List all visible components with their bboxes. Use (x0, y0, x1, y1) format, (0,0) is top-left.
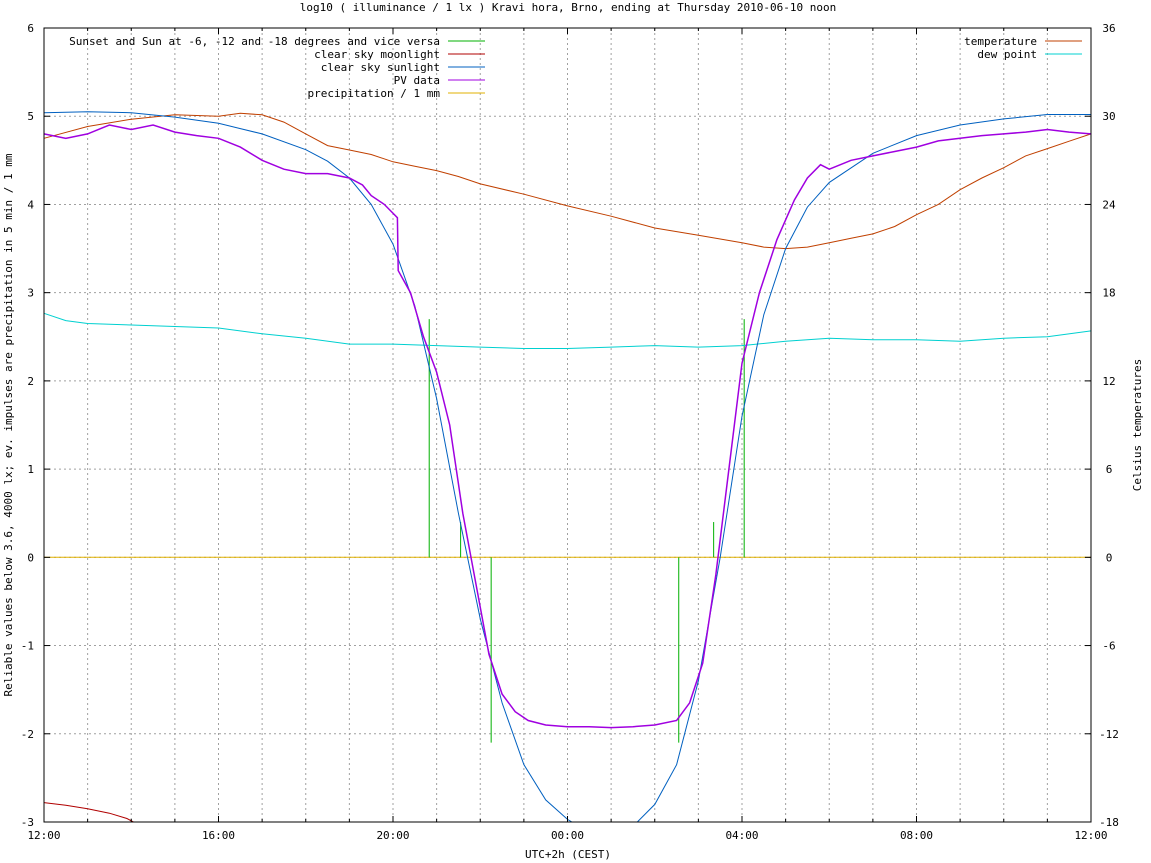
x-tick-label: 04:00 (725, 829, 758, 842)
legend-label: clear sky sunlight (321, 61, 440, 74)
y2-tick-label: -18 (1099, 816, 1119, 829)
grid (44, 28, 1091, 822)
series-pv-data (43, 124, 1092, 729)
y-tick-label: 6 (27, 22, 34, 35)
legend-label: PV data (394, 74, 440, 87)
legend-label: temperature (964, 35, 1037, 48)
y-tick-label: 1 (27, 463, 34, 476)
y2-tick-label: 12 (1102, 375, 1115, 388)
x-tick-label: 12:00 (1074, 829, 1107, 842)
y2-tick-label: -12 (1099, 728, 1119, 741)
legend: Sunset and Sun at -6, -12 and -18 degree… (69, 35, 1082, 100)
y-tick-label: 3 (27, 287, 34, 300)
y2-tick-label: 30 (1102, 110, 1115, 123)
y2-tick-label: -6 (1102, 640, 1115, 653)
y-tick-label: -2 (21, 728, 34, 741)
y2-axis-label: Celsius temperatures (1131, 359, 1144, 491)
series-clear-sky-sunlight (43, 111, 1091, 823)
legend-label: Sunset and Sun at -6, -12 and -18 degree… (69, 35, 440, 48)
x-tick-label: 08:00 (900, 829, 933, 842)
series-clear-sky-moonlight (43, 802, 134, 823)
ticks: 12:00 16:00 20:00 00:00 04:00 08:00 12:00-3-2-… (21, 22, 1119, 842)
x-tick-label: 00:00 (551, 829, 584, 842)
legend-label: clear sky moonlight (314, 48, 440, 61)
x-tick-label: 12:00 (27, 829, 60, 842)
y-tick-label: -1 (21, 640, 34, 653)
y2-tick-label: 18 (1102, 287, 1115, 300)
y-tick-label: 4 (27, 198, 34, 211)
legend-label: dew point (977, 48, 1037, 61)
x-axis-label: UTC+2h (CEST) (525, 848, 611, 861)
series-dew-point (43, 312, 1092, 349)
y2-tick-label: 6 (1106, 463, 1113, 476)
series-sunset-and-sun-at-6-12-and-18-degrees-and-vice-versa (428, 319, 745, 743)
x-tick-label: 20:00 (376, 829, 409, 842)
legend-label: precipitation / 1 mm (308, 87, 441, 100)
series-temperature (43, 112, 1092, 250)
y-tick-label: 5 (27, 110, 34, 123)
y-tick-label: 0 (27, 551, 34, 564)
chart-title: log10 ( illuminance / 1 lx ) Kravi hora,… (300, 1, 836, 14)
y2-tick-label: 36 (1102, 22, 1115, 35)
y2-tick-label: 0 (1106, 551, 1113, 564)
x-tick-label: 16:00 (202, 829, 235, 842)
y-tick-label: -3 (21, 816, 34, 829)
series-layer (43, 111, 1092, 823)
plot-frame (43, 27, 1092, 823)
y2-tick-label: 24 (1102, 198, 1116, 211)
y-tick-label: 2 (27, 375, 34, 388)
y-axis-label: Reliable values below 3.6, 4000 lx; ev. … (2, 153, 15, 696)
